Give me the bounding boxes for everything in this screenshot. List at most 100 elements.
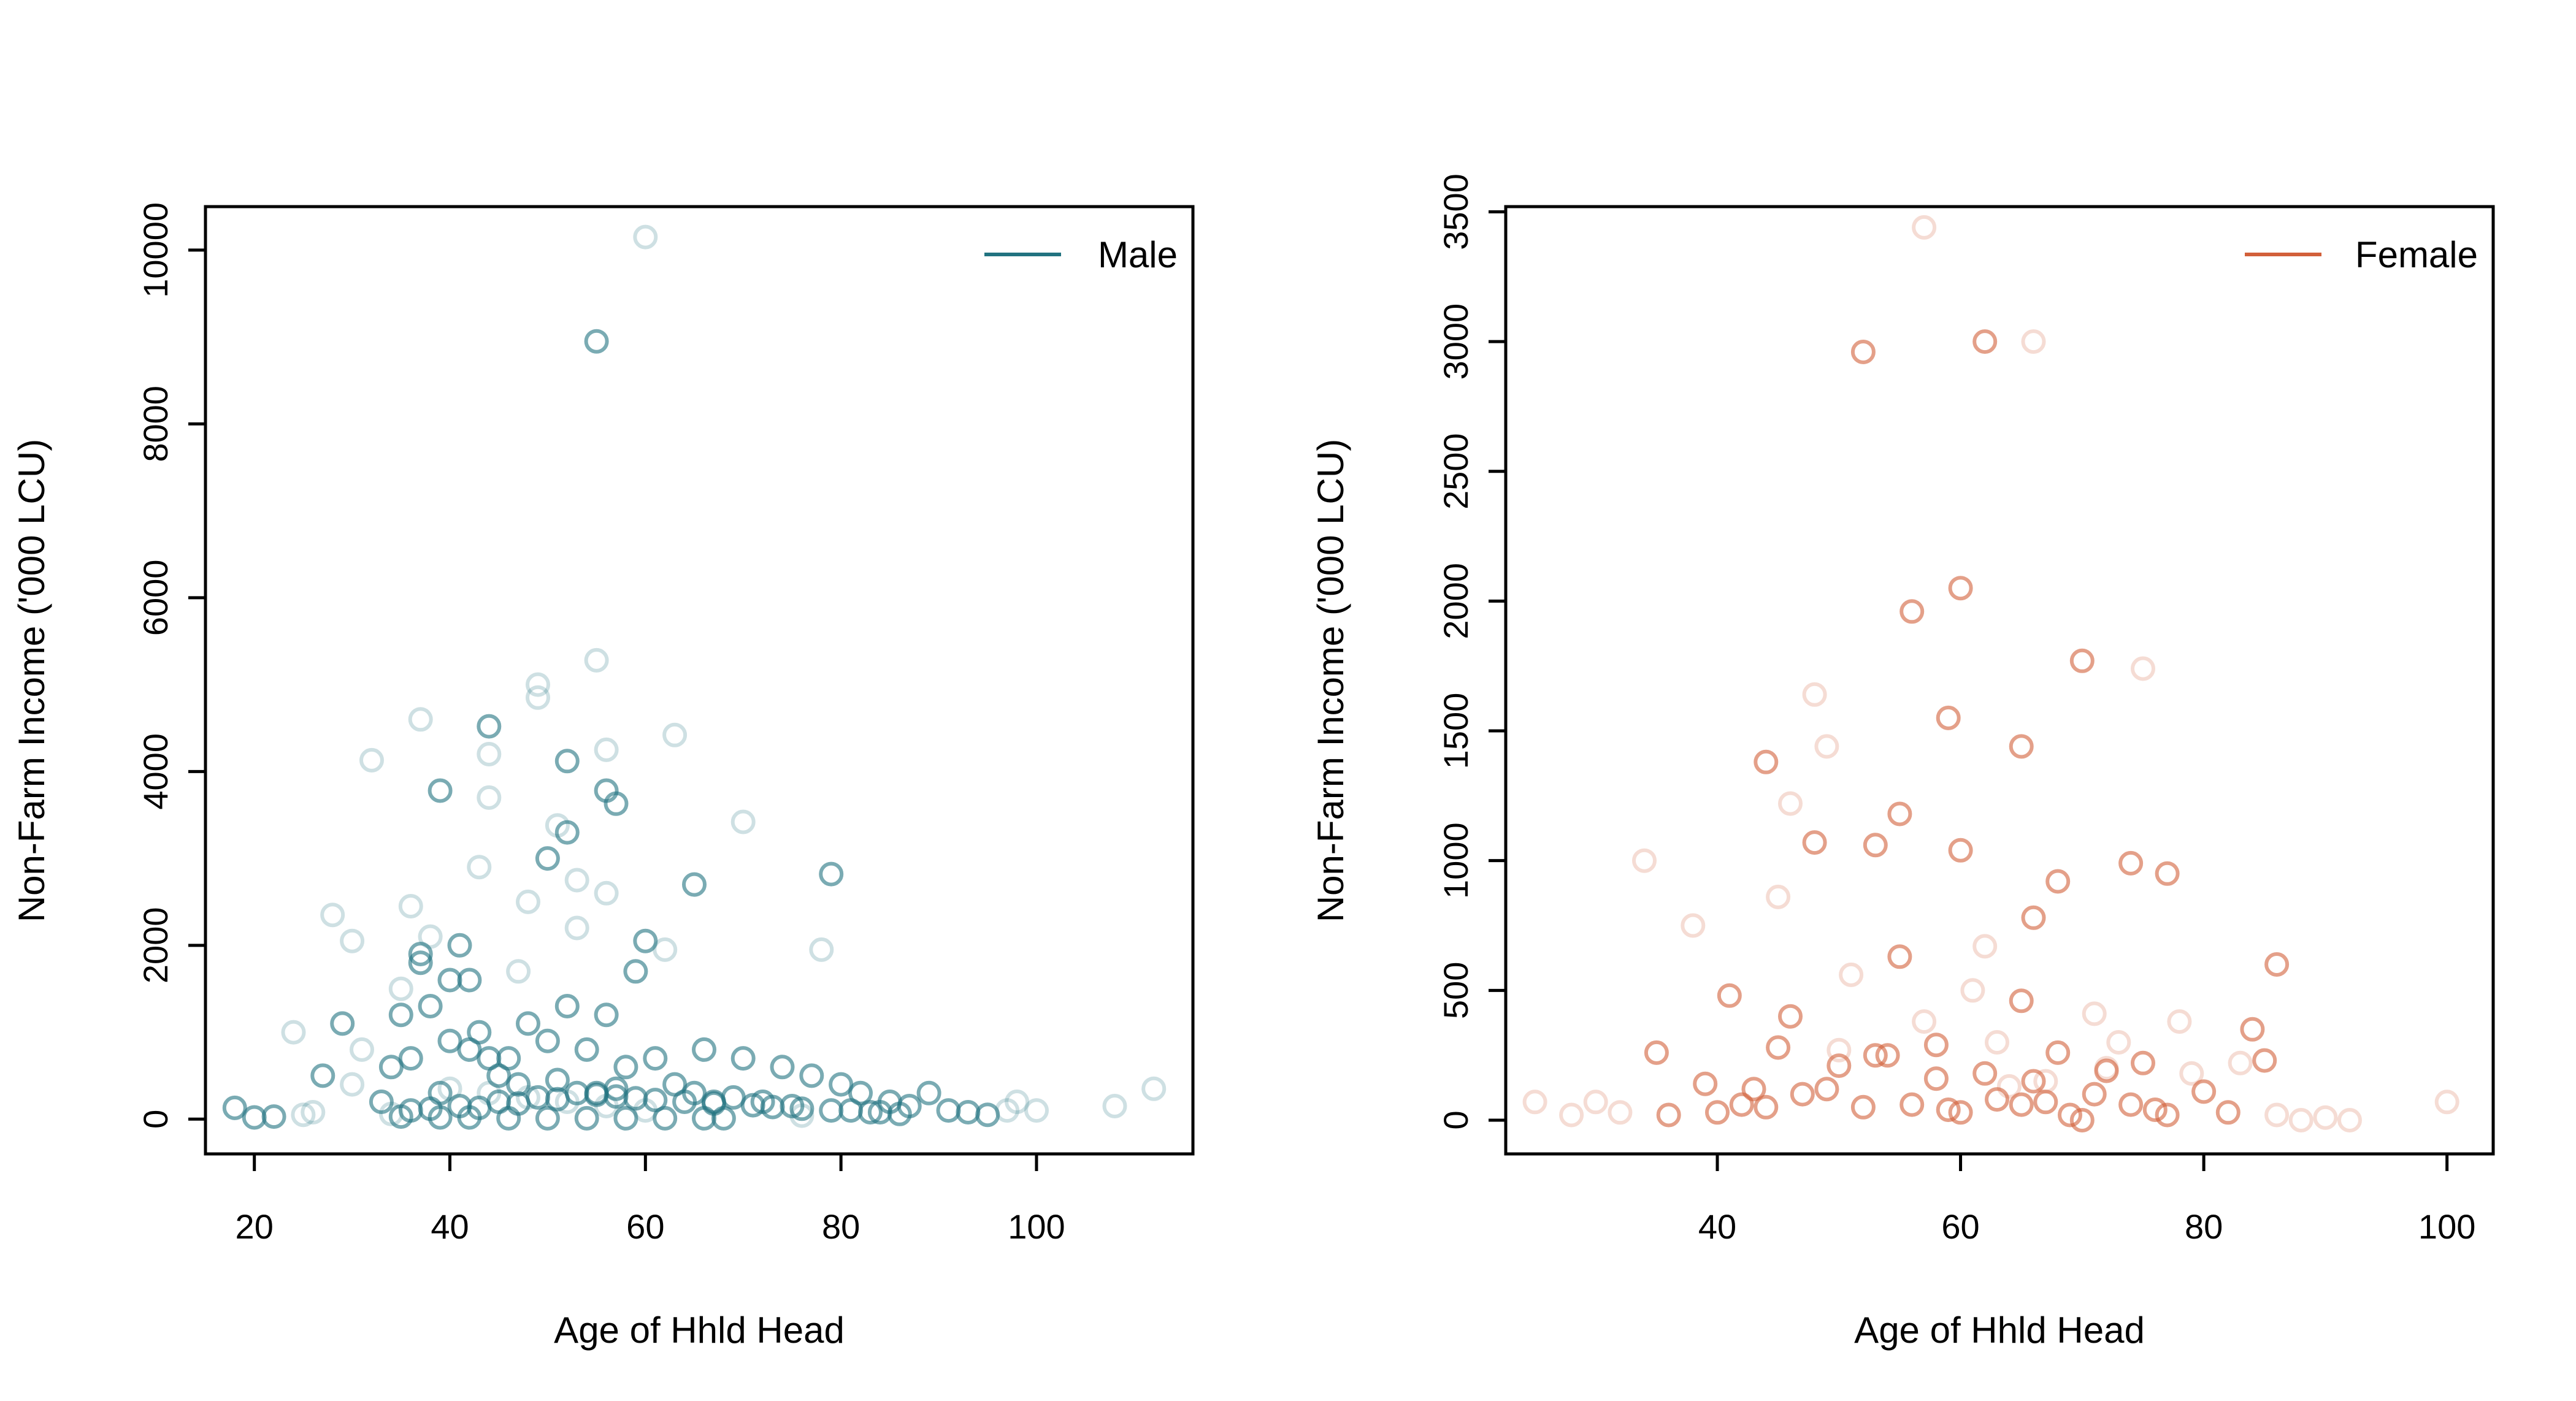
female-data-point [1912,215,1937,240]
male-data-point [388,976,413,1001]
female-data-point [1875,1043,1900,1068]
female-data-point [1960,978,1985,1003]
male-data-point [721,1085,746,1110]
female-data-point [2131,1050,2155,1075]
male-data-point [340,928,365,953]
male-points-group [222,224,1167,1131]
female-data-point [2009,988,2034,1014]
male-x-tick-label-3: 80 [822,1207,860,1246]
female-data-point [1996,1074,2022,1099]
male-data-point [242,1105,267,1130]
male-data-point [477,742,502,766]
male-data-point [427,1105,453,1130]
female-y-axis-title: Non-Farm Income ('000 LCU) [1310,439,1351,922]
female-data-point [1887,801,1912,826]
male-data-point [1141,1076,1167,1101]
female-data-point [1693,1071,1718,1096]
male-data-point [819,861,844,887]
male-data-point [692,1037,716,1062]
male-data-point [613,1105,638,1131]
female-data-point [1778,1004,1803,1029]
male-data-point [516,889,540,914]
male-scatter-panel: 20 40 60 80 100 0 2000 4000 6000 8000 10000 Age of… [11,202,1195,1351]
male-data-point [730,1046,756,1071]
male-data-point [457,1105,482,1130]
female-data-point [2215,1100,2241,1125]
female-x-tick-label-3: 100 [2418,1207,2475,1246]
male-data-point [633,1098,658,1123]
male-data-point [633,224,658,250]
male-data-point [975,1102,1000,1128]
female-data-point [1559,1102,1584,1128]
male-data-point [936,1098,961,1123]
male-x-tick-label-0: 20 [236,1207,274,1246]
female-data-point [1899,599,1925,624]
female-data-point [1923,1033,1949,1058]
female-data-point [1681,913,1706,938]
male-legend: Male [984,234,1178,275]
male-data-point [554,749,580,774]
female-data-point [1814,734,1839,759]
male-data-point [643,1088,668,1113]
male-x-tick-label-2: 60 [626,1207,664,1246]
male-data-point [506,959,531,984]
male-y-tick-label-1: 2000 [136,907,175,984]
male-data-point [467,855,492,880]
female-data-point [2021,905,2046,930]
male-y-tick-label-5: 10000 [136,202,175,298]
female-data-point [1863,833,1888,858]
male-data-point [301,1100,326,1124]
female-data-point [2009,734,2034,759]
female-data-point [1899,1092,1925,1117]
male-data-point [613,1055,638,1080]
female-data-point [1814,1077,1839,1102]
male-data-point [653,937,678,962]
female-data-point [1936,705,1961,730]
female-x-tick-label-2: 80 [2185,1207,2223,1246]
male-data-point [477,714,502,739]
female-data-point [1972,1061,1998,1086]
female-data-point [2179,1061,2204,1086]
female-data-point [1766,1035,1791,1060]
female-data-point [2191,1079,2217,1104]
male-data-point [408,950,433,975]
male-data-point [672,1090,697,1114]
male-data-point [261,1104,286,1129]
male-data-point [554,1090,580,1114]
male-data-point [819,1098,844,1123]
female-data-point [1802,682,1827,707]
male-data-point [1102,1094,1127,1118]
male-data-point [574,1037,599,1062]
female-data-point [2082,1001,2107,1026]
male-data-point [594,737,619,762]
male-data-point [730,809,756,834]
female-x-axis-title: Age of Hhld Head [1854,1310,2145,1351]
male-data-point [526,672,550,697]
male-data-point [447,933,472,958]
male-plot-frame [204,205,1195,1156]
male-data-point [789,1096,815,1121]
male-data-point [594,1094,619,1118]
female-data-point [2106,1030,2131,1055]
female-data-point [2264,1102,2290,1128]
male-data-point [623,959,648,984]
female-data-point [1717,983,1742,1008]
male-data-point [516,1011,540,1036]
male-data-point [486,1063,512,1088]
male-data-point [350,1037,374,1062]
male-y-axis-title: Non-Farm Income ('000 LCU) [11,439,52,922]
female-data-point [1850,1094,1876,1120]
male-data-point [653,1105,678,1131]
female-data-point [1656,1102,1681,1128]
female-data-point [1850,340,1876,364]
female-data-point [2155,1102,2180,1128]
male-data-point [418,994,443,1018]
male-data-point [554,994,580,1018]
female-data-point [1644,1040,1669,1065]
female-data-point [2167,1009,2192,1034]
male-data-point [388,1002,413,1028]
male-data-point [378,1055,404,1080]
